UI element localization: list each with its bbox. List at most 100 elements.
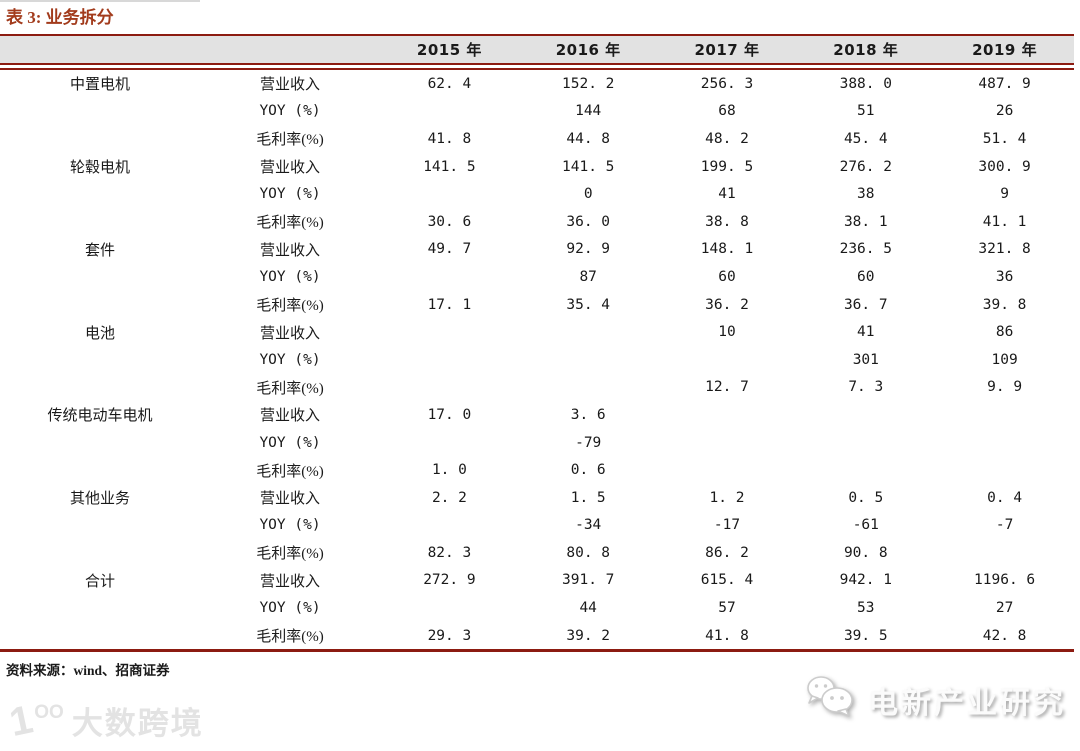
table-body: 中置电机 营业收入 62. 4 152. 2 256. 3 388. 0 487. 9 YOY… <box>0 70 1074 649</box>
value-cell: 300. 9 <box>978 158 1031 175</box>
value-cell: 42. 8 <box>982 627 1027 644</box>
group-name-cell: 中置电机 <box>69 77 130 94</box>
value-cell: 236. 5 <box>839 241 892 258</box>
value-cell: 53 <box>857 600 875 617</box>
table-row: YOY (%) 144 68 51 26 <box>0 98 1074 126</box>
table-bottom-line <box>0 649 1074 653</box>
value-cell: 35. 4 <box>566 296 611 313</box>
value-cell: 1. 0 <box>431 462 467 479</box>
metric-label-cell: 毛利率(%) <box>256 298 324 315</box>
value-cell: -79 <box>575 434 602 451</box>
table-row: 毛利率(%) 1. 0 0. 6 <box>0 456 1074 484</box>
table-row: YOY (%) -34 -17 -61 -7 <box>0 512 1074 540</box>
watermark-left: 1 OO 大数跨境 <box>6 696 204 744</box>
value-cell: 68 <box>718 103 736 120</box>
table-row: YOY (%) 87 60 60 36 <box>0 263 1074 291</box>
value-cell: 26 <box>995 103 1014 120</box>
table-row: 传统电动车电机 营业收入 17. 0 3. 6 <box>0 401 1074 429</box>
value-cell: 86 <box>995 324 1014 341</box>
value-cell: 109 <box>991 351 1018 368</box>
value-cell: 17. 0 <box>427 406 472 423</box>
value-cell: 9 <box>1000 186 1009 203</box>
value-cell: 44. 8 <box>566 130 611 147</box>
metric-label-cell: 毛利率(%) <box>256 463 324 480</box>
year-column-header: 2016 年 <box>555 41 621 59</box>
metric-label-cell: 毛利率(%) <box>256 546 324 563</box>
value-cell: 36. 7 <box>843 296 888 313</box>
table-row: YOY (%) 0 41 38 9 <box>0 180 1074 208</box>
year-column-header: 2015 年 <box>416 41 482 59</box>
value-cell: 12. 7 <box>705 379 749 396</box>
value-cell: 41. 8 <box>705 627 749 644</box>
value-cell: 45. 4 <box>843 130 888 147</box>
dashu-kuajing-logo-icon: 1 OO <box>6 696 64 744</box>
value-cell: 62. 4 <box>427 75 472 92</box>
table-row: 其他业务 营业收入 2. 2 1. 5 1. 2 0. 5 0. 4 <box>0 484 1074 512</box>
value-cell: 48. 2 <box>705 130 749 147</box>
value-cell: 86. 2 <box>705 544 749 561</box>
metric-label-cell: YOY (%) <box>259 103 321 120</box>
table-row: 毛利率(%) 17. 1 35. 4 36. 2 36. 7 39. 8 <box>0 291 1074 319</box>
value-cell: 487. 9 <box>978 75 1031 92</box>
header-divider-double-line <box>0 63 1074 70</box>
value-cell: 36. 0 <box>566 213 611 230</box>
table-row: 毛利率(%) 82. 3 80. 8 86. 2 90. 8 <box>0 539 1074 567</box>
source-note: 资料来源：wind、招商证券 <box>6 663 170 679</box>
table-row: 中置电机 营业收入 62. 4 152. 2 256. 3 388. 0 487. 9 <box>0 70 1074 98</box>
metric-label-cell: 毛利率(%) <box>256 629 324 646</box>
value-cell: 29. 3 <box>427 627 472 644</box>
watermark-right-label: 电新产业研究 <box>868 687 1066 720</box>
value-cell: 7. 3 <box>848 379 884 396</box>
value-cell: 9. 9 <box>987 379 1023 396</box>
value-cell: 41 <box>718 186 736 203</box>
value-cell: 49. 7 <box>427 241 472 258</box>
top-edge-artifact <box>0 0 200 2</box>
business-breakdown-table: 2015 年 2016 年 2017 年 2018 年 2019 年 中置电机 营业收入 6… <box>0 34 1074 653</box>
value-cell: 3. 6 <box>570 406 606 423</box>
value-cell: 38. 8 <box>705 213 749 230</box>
metric-label-cell: YOY (%) <box>259 351 321 368</box>
value-cell: 10 <box>718 324 736 341</box>
value-cell: 141. 5 <box>562 158 615 175</box>
table-row: 毛利率(%) 29. 3 39. 2 41. 8 39. 5 42. 8 <box>0 622 1074 650</box>
metric-label-cell: 营业收入 <box>259 77 320 94</box>
value-cell: 92. 9 <box>566 241 611 258</box>
metric-label-cell: 营业收入 <box>259 573 320 590</box>
value-cell: 0. 4 <box>987 489 1023 506</box>
year-column-header: 2018 年 <box>833 41 899 59</box>
value-cell: 152. 2 <box>562 75 615 92</box>
value-cell: 80. 8 <box>566 544 611 561</box>
metric-label-cell: 毛利率(%) <box>256 380 324 397</box>
value-cell: -17 <box>713 517 741 534</box>
table-row: 毛利率(%) 12. 7 7. 3 9. 9 <box>0 374 1074 402</box>
value-cell: 272. 9 <box>423 572 476 589</box>
value-cell: 51. 4 <box>982 130 1027 147</box>
metric-label-cell: 营业收入 <box>259 408 320 425</box>
metric-label-cell: YOY (%) <box>259 186 321 203</box>
value-cell: 199. 5 <box>700 158 754 175</box>
value-cell: 39. 2 <box>566 627 611 644</box>
value-cell: 41. 8 <box>427 130 472 147</box>
value-cell: 82. 3 <box>427 544 472 561</box>
value-cell: 0. 6 <box>570 462 606 479</box>
value-cell: 36. 2 <box>705 296 749 313</box>
metric-label-cell: YOY (%) <box>259 517 321 534</box>
table-title: 表 3: 业务拆分 <box>6 8 114 27</box>
value-cell: 276. 2 <box>839 158 892 175</box>
year-column-header: 2019 年 <box>972 41 1038 59</box>
metric-label-cell: 营业收入 <box>259 242 320 259</box>
value-cell: 144 <box>575 103 602 120</box>
group-name-cell: 轮毂电机 <box>69 160 130 177</box>
value-cell: 30. 6 <box>427 213 472 230</box>
value-cell: 39. 5 <box>843 627 888 644</box>
value-cell: 51 <box>857 103 875 120</box>
value-cell: 17. 1 <box>427 296 472 313</box>
value-cell: 90. 8 <box>843 544 888 561</box>
value-cell: 256. 3 <box>700 75 754 92</box>
value-cell: 1196. 6 <box>974 572 1036 589</box>
value-cell: -34 <box>575 517 602 534</box>
value-cell: 57 <box>718 600 736 617</box>
metric-label-cell: 营业收入 <box>259 325 320 342</box>
value-cell: 1. 2 <box>709 489 745 506</box>
value-cell: -61 <box>852 517 879 534</box>
